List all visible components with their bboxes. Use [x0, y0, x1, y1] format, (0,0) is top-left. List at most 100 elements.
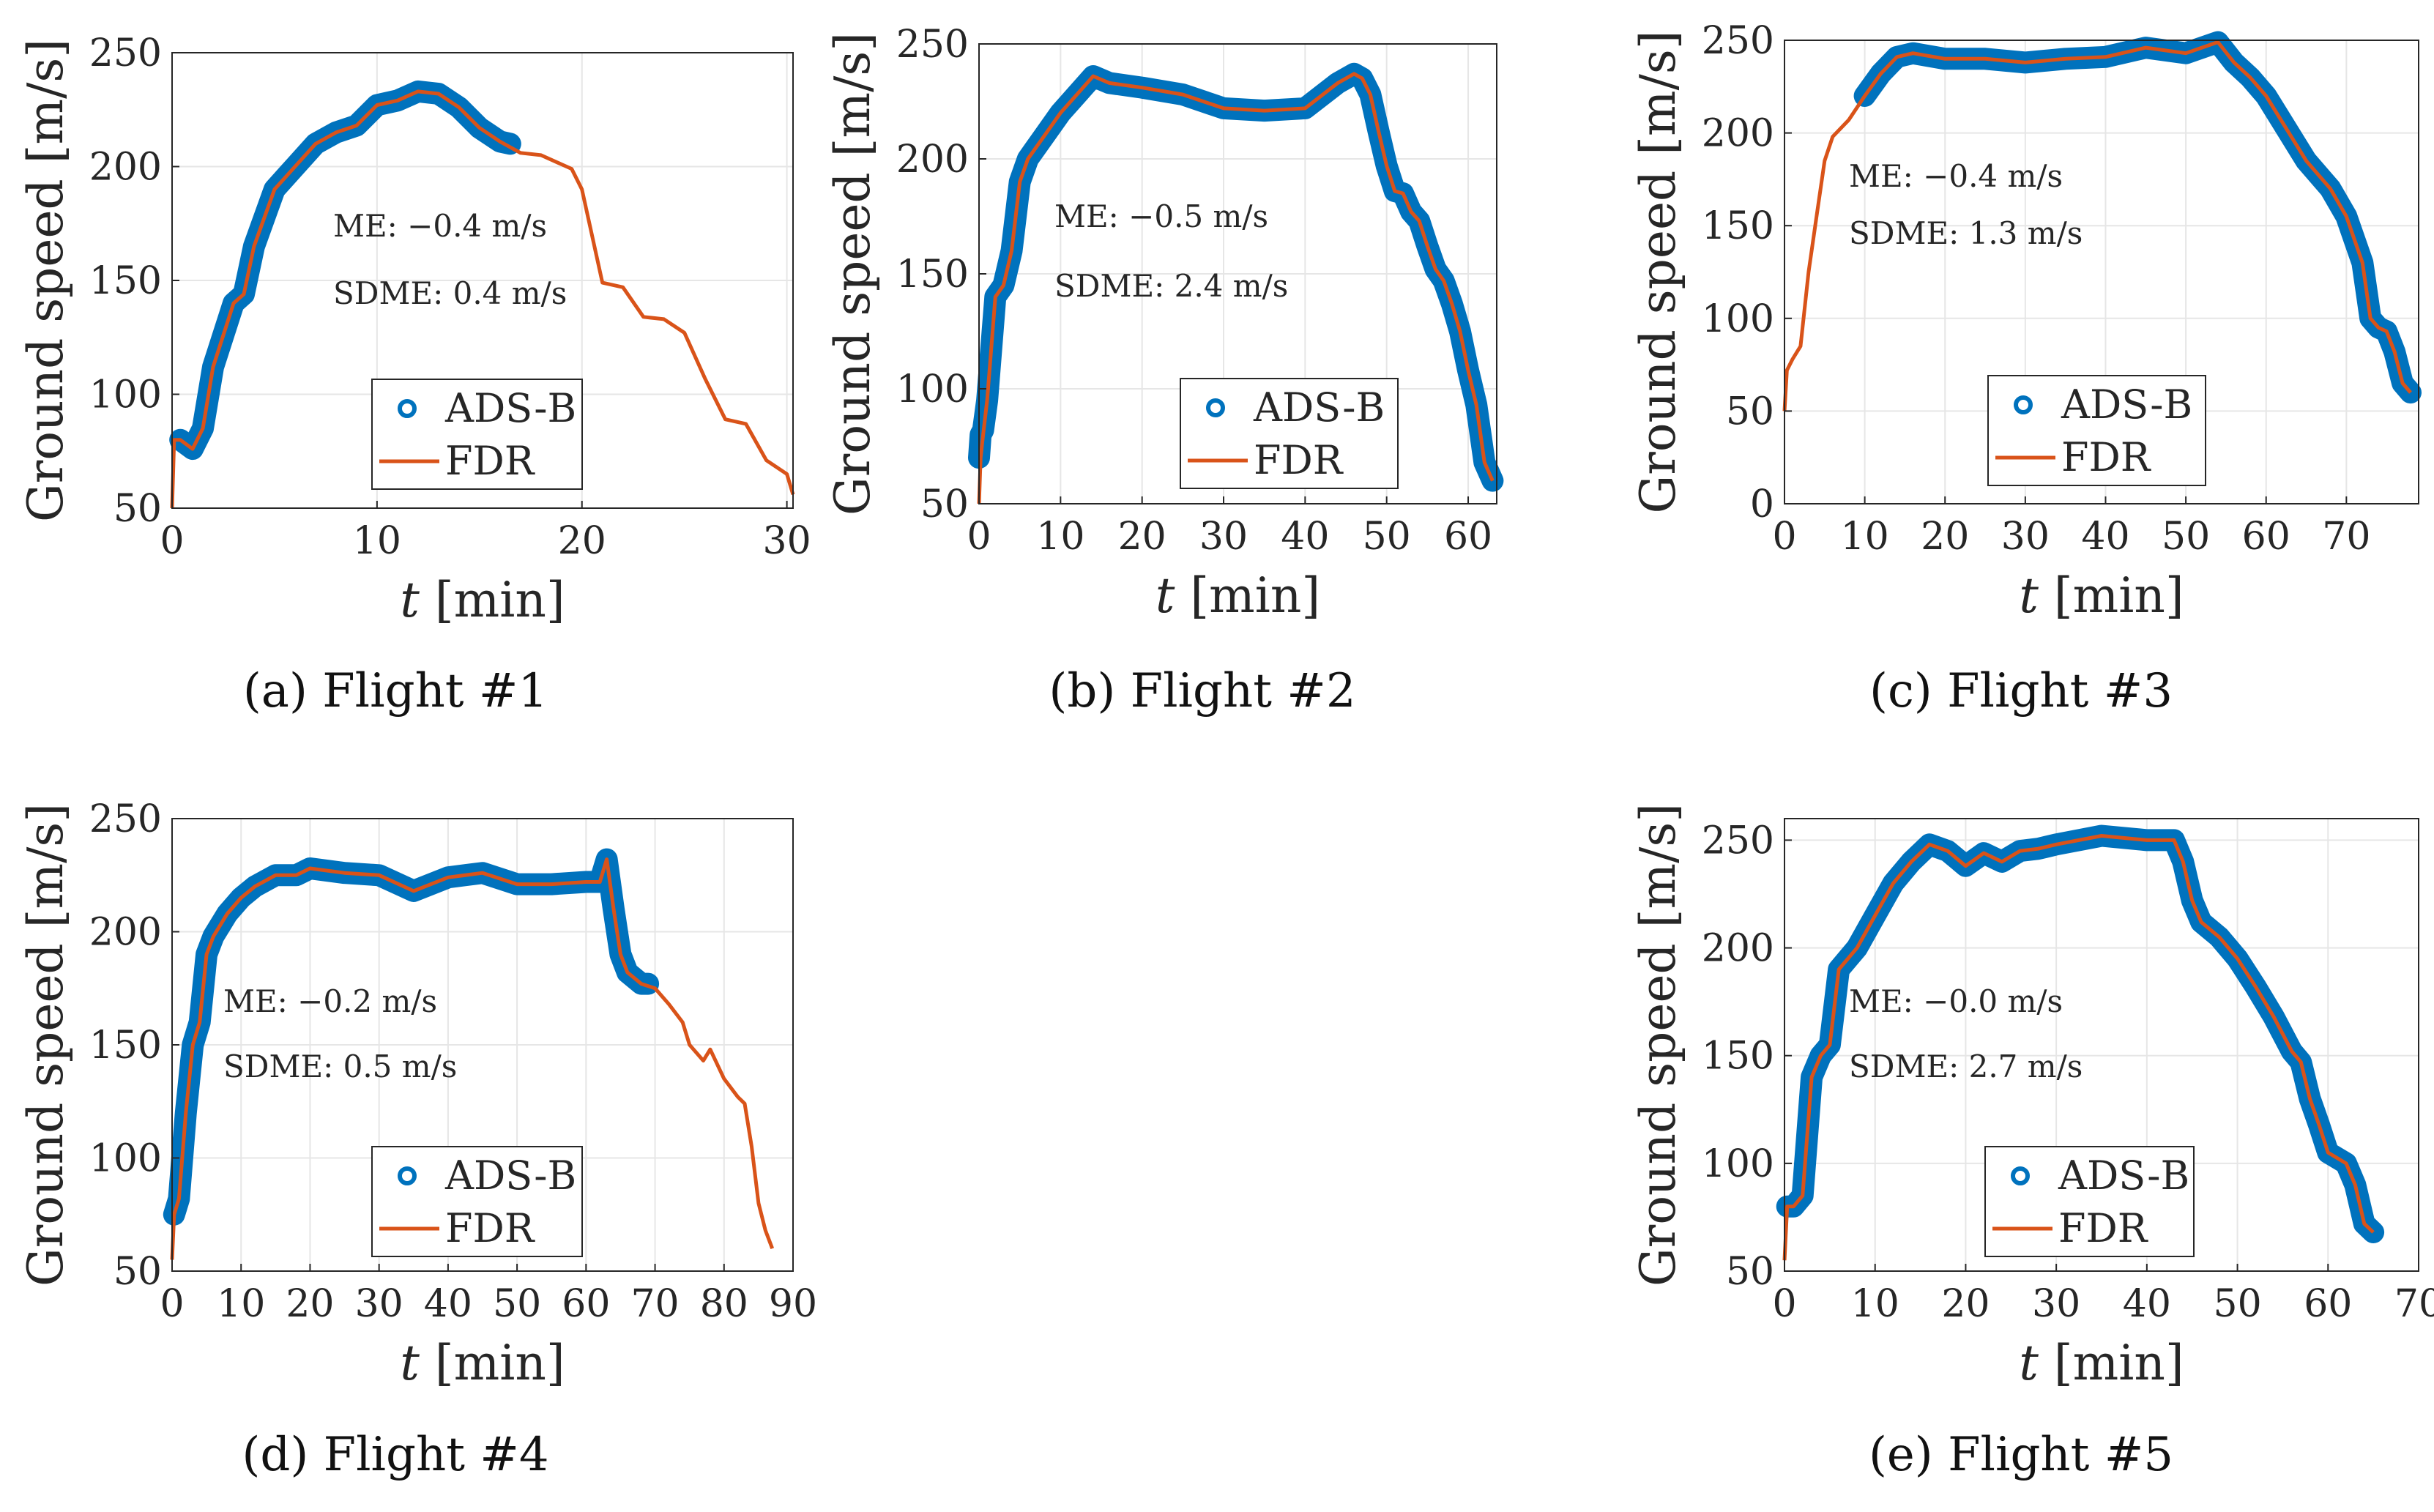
x-tick-label: 10 — [353, 519, 401, 563]
x-tick-label: 10 — [1851, 1282, 1899, 1326]
x-tick-label: 50 — [2162, 515, 2210, 559]
x-tick-label: 60 — [2304, 1282, 2352, 1326]
x-tick-label: 70 — [630, 1282, 679, 1326]
panel-e: 0 10 20 30 40 50 60 70 50 100 150 200 250 t [min] Grou… — [1630, 803, 2434, 1482]
panel-caption-letter: (a) — [243, 664, 308, 718]
sdme-annotation: SDME: 0.5 m/s — [223, 1049, 457, 1084]
x-tick-label: 60 — [1444, 515, 1492, 559]
x-tick-label: 10 — [1036, 515, 1084, 559]
x-axis-variable: t — [2019, 1335, 2039, 1391]
y-axis-label: Ground speed [m/s] — [18, 39, 74, 522]
legend-fdr-label: FDR — [1254, 437, 1344, 483]
x-axis-label: t [min] — [1155, 567, 1320, 624]
x-tick-label: 30 — [2001, 515, 2050, 559]
legend-fdr-label: FDR — [2061, 434, 2151, 480]
legend-fdr-label: FDR — [2058, 1205, 2148, 1251]
panel-caption: (e) Flight #5 — [1869, 1428, 2173, 1482]
y-tick-label: 250 — [1702, 819, 1774, 863]
y-tick-label: 200 — [896, 138, 969, 182]
x-tick-label: 20 — [1921, 515, 1969, 559]
x-tick-label: 80 — [700, 1282, 748, 1326]
x-tick-label: 10 — [1841, 515, 1889, 559]
y-tick-label: 150 — [1702, 204, 1774, 248]
legend-adsb-label: ADS-B — [1253, 384, 1385, 431]
panel-caption: (c) Flight #3 — [1869, 664, 2173, 718]
y-tick-label: 250 — [89, 31, 162, 75]
y-tick-label: 50 — [920, 483, 969, 526]
x-tick-label: 20 — [558, 519, 606, 563]
y-tick-label: 200 — [89, 911, 162, 955]
y-tick-label: 150 — [89, 1024, 162, 1068]
y-tick-label: 100 — [896, 368, 969, 411]
y-tick-label: 0 — [1750, 483, 1774, 526]
fdr-series-line — [1782, 834, 2375, 1261]
x-tick-label: 40 — [2081, 515, 2129, 559]
x-tick-label: 30 — [1199, 515, 1248, 559]
mean-error-annotation: ME: −0.2 m/s — [223, 983, 437, 1019]
x-tick-label: 10 — [217, 1282, 265, 1326]
mean-error-annotation: ME: −0.4 m/s — [1849, 158, 2063, 194]
y-tick-label: 150 — [1702, 1035, 1774, 1079]
fdr-series-line — [170, 857, 775, 1260]
x-tick-label: 20 — [286, 1282, 334, 1326]
x-tick-label: 0 — [1772, 1282, 1796, 1326]
y-tick-label: 250 — [1702, 19, 1774, 63]
adsb-marker-icon — [1206, 398, 1225, 417]
x-tick-label: 0 — [160, 519, 184, 563]
legend-box — [371, 1146, 583, 1257]
x-axis-variable: t — [1155, 567, 1175, 624]
y-axis-label: Ground speed [m/s] — [18, 803, 74, 1286]
x-axis-variable: t — [400, 1335, 420, 1391]
legend: ADS-B FDR — [1987, 375, 2206, 486]
y-tick-label: 200 — [1702, 112, 1774, 156]
x-axis-unit: [min] — [2039, 567, 2184, 624]
legend-box — [371, 379, 583, 490]
sdme-annotation: SDME: 2.4 m/s — [1054, 268, 1288, 304]
x-tick-label: 60 — [562, 1282, 610, 1326]
panel-d: 0 10 20 30 40 50 60 70 80 90 50 100 150 200 250 t [min]… — [18, 797, 817, 1482]
y-tick-label: 200 — [89, 146, 162, 190]
panel-caption-letter: (b) — [1049, 664, 1115, 718]
legend-box — [1984, 1146, 2195, 1257]
legend-adsb-label: ADS-B — [444, 385, 576, 431]
legend-fdr-label: FDR — [445, 438, 535, 484]
x-axis-unit: [min] — [1175, 567, 1320, 624]
x-axis-label: t [min] — [2019, 1335, 2184, 1391]
x-tick-label: 50 — [1363, 515, 1411, 559]
panel-caption: (b) Flight #2 — [1049, 664, 1355, 718]
legend-fdr-label: FDR — [445, 1205, 535, 1251]
adsb-marker-icon — [398, 1166, 417, 1185]
fdr-series-line — [977, 72, 1495, 504]
legend: ADS-B FDR — [1180, 378, 1399, 489]
x-tick-label: 60 — [2242, 515, 2290, 559]
x-axis-unit: [min] — [420, 572, 565, 628]
panel-caption: (a) Flight #1 — [243, 664, 548, 718]
x-tick-label: 20 — [1941, 1282, 1990, 1326]
mean-error-annotation: ME: −0.0 m/s — [1849, 983, 2063, 1019]
sdme-annotation: SDME: 0.4 m/s — [333, 275, 567, 311]
x-tick-label: 50 — [493, 1282, 541, 1326]
x-tick-label: 90 — [769, 1282, 817, 1326]
y-tick-label: 200 — [1702, 927, 1774, 971]
panel-b: 0 10 20 30 40 50 60 50 100 150 200 250 t [min] Ground… — [825, 23, 1504, 718]
y-tick-label: 100 — [1702, 297, 1774, 341]
panel-caption-text: Flight #1 — [308, 664, 548, 718]
mean-error-annotation: ME: −0.5 m/s — [1054, 198, 1268, 234]
adsb-marker-icon — [2014, 395, 2033, 414]
legend-box — [1180, 378, 1399, 489]
x-tick-label: 0 — [967, 515, 991, 559]
panel-caption-letter: (c) — [1869, 664, 1932, 718]
y-tick-label: 50 — [113, 487, 162, 531]
fdr-series-line — [170, 89, 795, 509]
legend-adsb-label: ADS-B — [2061, 381, 2192, 428]
x-tick-label: 30 — [355, 1282, 403, 1326]
y-tick-label: 100 — [89, 373, 162, 417]
adsb-marker-icon — [2011, 1166, 2030, 1185]
x-axis-label: t [min] — [400, 572, 565, 628]
x-axis-unit: [min] — [2039, 1335, 2184, 1391]
legend: ADS-B FDR — [1984, 1146, 2195, 1257]
panel-caption-text: Flight #3 — [1932, 664, 2173, 718]
legend-box — [1987, 375, 2206, 486]
sdme-annotation: SDME: 1.3 m/s — [1849, 215, 2083, 251]
